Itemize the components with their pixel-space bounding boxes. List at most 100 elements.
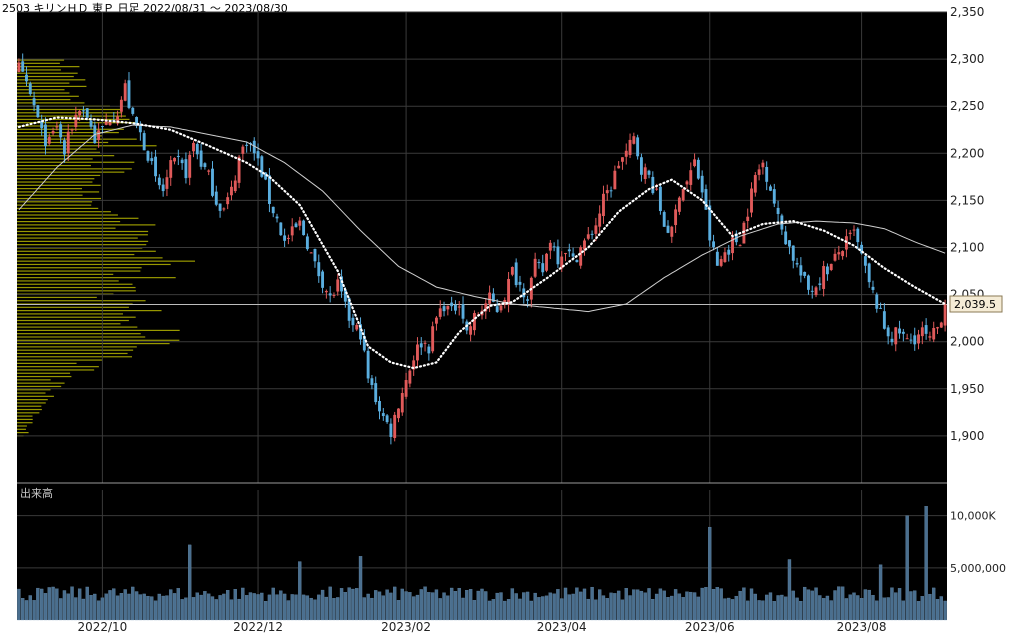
volume-bar [28,595,32,621]
candle-body [579,247,583,266]
volume-bar [586,598,590,621]
volume-bar [351,588,355,621]
candle-body [328,293,332,296]
volume-profile-bar [17,372,71,374]
volume-bar [260,592,264,621]
candle-body [226,197,230,205]
volume-profile-bar [17,191,100,193]
candle-body [882,311,886,329]
candle-body [241,146,245,154]
candle-body [586,234,590,239]
candle-body [260,156,264,177]
candle-body [746,216,750,221]
volume-bar [506,599,511,621]
volume-bar [112,588,116,621]
volume-profile-bar [17,277,176,279]
candle-body [416,344,419,361]
candle-body [150,158,154,162]
volume-bar [320,589,325,621]
candle-body [472,313,476,331]
candle-body [837,252,841,255]
volume-bar [271,587,275,621]
volume-bar [446,595,450,621]
volume-bar [533,592,537,621]
volume-bar [74,597,78,621]
volume-profile-bar [17,220,121,223]
volume-bar [913,590,917,621]
candle-body [173,157,176,162]
volume-profile-bar [17,158,93,160]
candle-body [100,126,104,128]
candle-body [856,228,860,243]
volume-profile-bar [17,240,149,242]
volume-bar [905,515,909,621]
volume-profile-bar [17,257,163,259]
volume-bar [449,587,454,621]
last-price-label: 2,039.5 [954,298,996,311]
volume-bar [901,600,906,621]
volume-bar [609,592,613,621]
candle-body [670,226,674,237]
volume-bar [510,588,515,621]
volume-bar [514,593,518,621]
volume-bar [563,587,568,621]
volume-bar [142,593,146,621]
candle-body [176,155,180,157]
volume-profile-bar [17,290,136,292]
volume-bar [700,587,704,621]
candle-body [784,231,788,245]
volume-bar [434,589,439,621]
volume-bar [666,597,670,621]
volume-bar [848,594,852,621]
candle-body [522,288,526,298]
candle-body [795,263,799,265]
price-tick-label: 2,000 [950,335,984,349]
candle-body [108,121,112,126]
volume-bar [81,598,86,621]
volume-bar [844,598,849,621]
candle-body [552,246,556,248]
volume-bar [328,586,332,621]
volume-profile-bar [17,250,156,252]
candle-body [362,336,366,351]
candle-body [647,170,651,175]
volume-bar [465,590,469,621]
volume-bar [355,588,359,621]
candle-body [750,188,753,213]
candle-body [169,160,173,178]
volume-profile-bar [17,148,97,150]
volume-bar [692,592,697,621]
volume-bar [757,600,761,621]
candle-body [207,170,211,172]
candle-body [799,265,803,276]
price-tick-label: 1,950 [950,382,984,396]
volume-bar [55,588,59,621]
candle-body [761,162,765,168]
volume-bar [821,598,826,621]
volume-bar [210,596,215,621]
volume-bar [738,590,742,621]
volume-bar [457,587,461,621]
volume-profile-bar [17,145,157,147]
volume-bar [290,594,294,621]
candle-body [863,256,867,266]
candle-body [526,299,529,301]
candle-body [602,193,605,217]
volume-profile-bar [17,415,33,417]
candle-body [681,188,685,201]
volume-profile-bar [17,286,136,289]
volume-bar [495,592,499,621]
candle-body [457,306,461,308]
volume-bar [878,564,883,621]
volume-profile-bar [17,356,133,358]
volume-bar [165,595,169,621]
candle-body [628,139,632,155]
candle-body [294,223,298,228]
volume-bar [226,590,230,621]
volume-bar [85,586,89,621]
volume-bars [17,506,947,621]
volume-bar [169,589,173,621]
candle-body [70,129,74,131]
volume-bar [370,597,374,621]
